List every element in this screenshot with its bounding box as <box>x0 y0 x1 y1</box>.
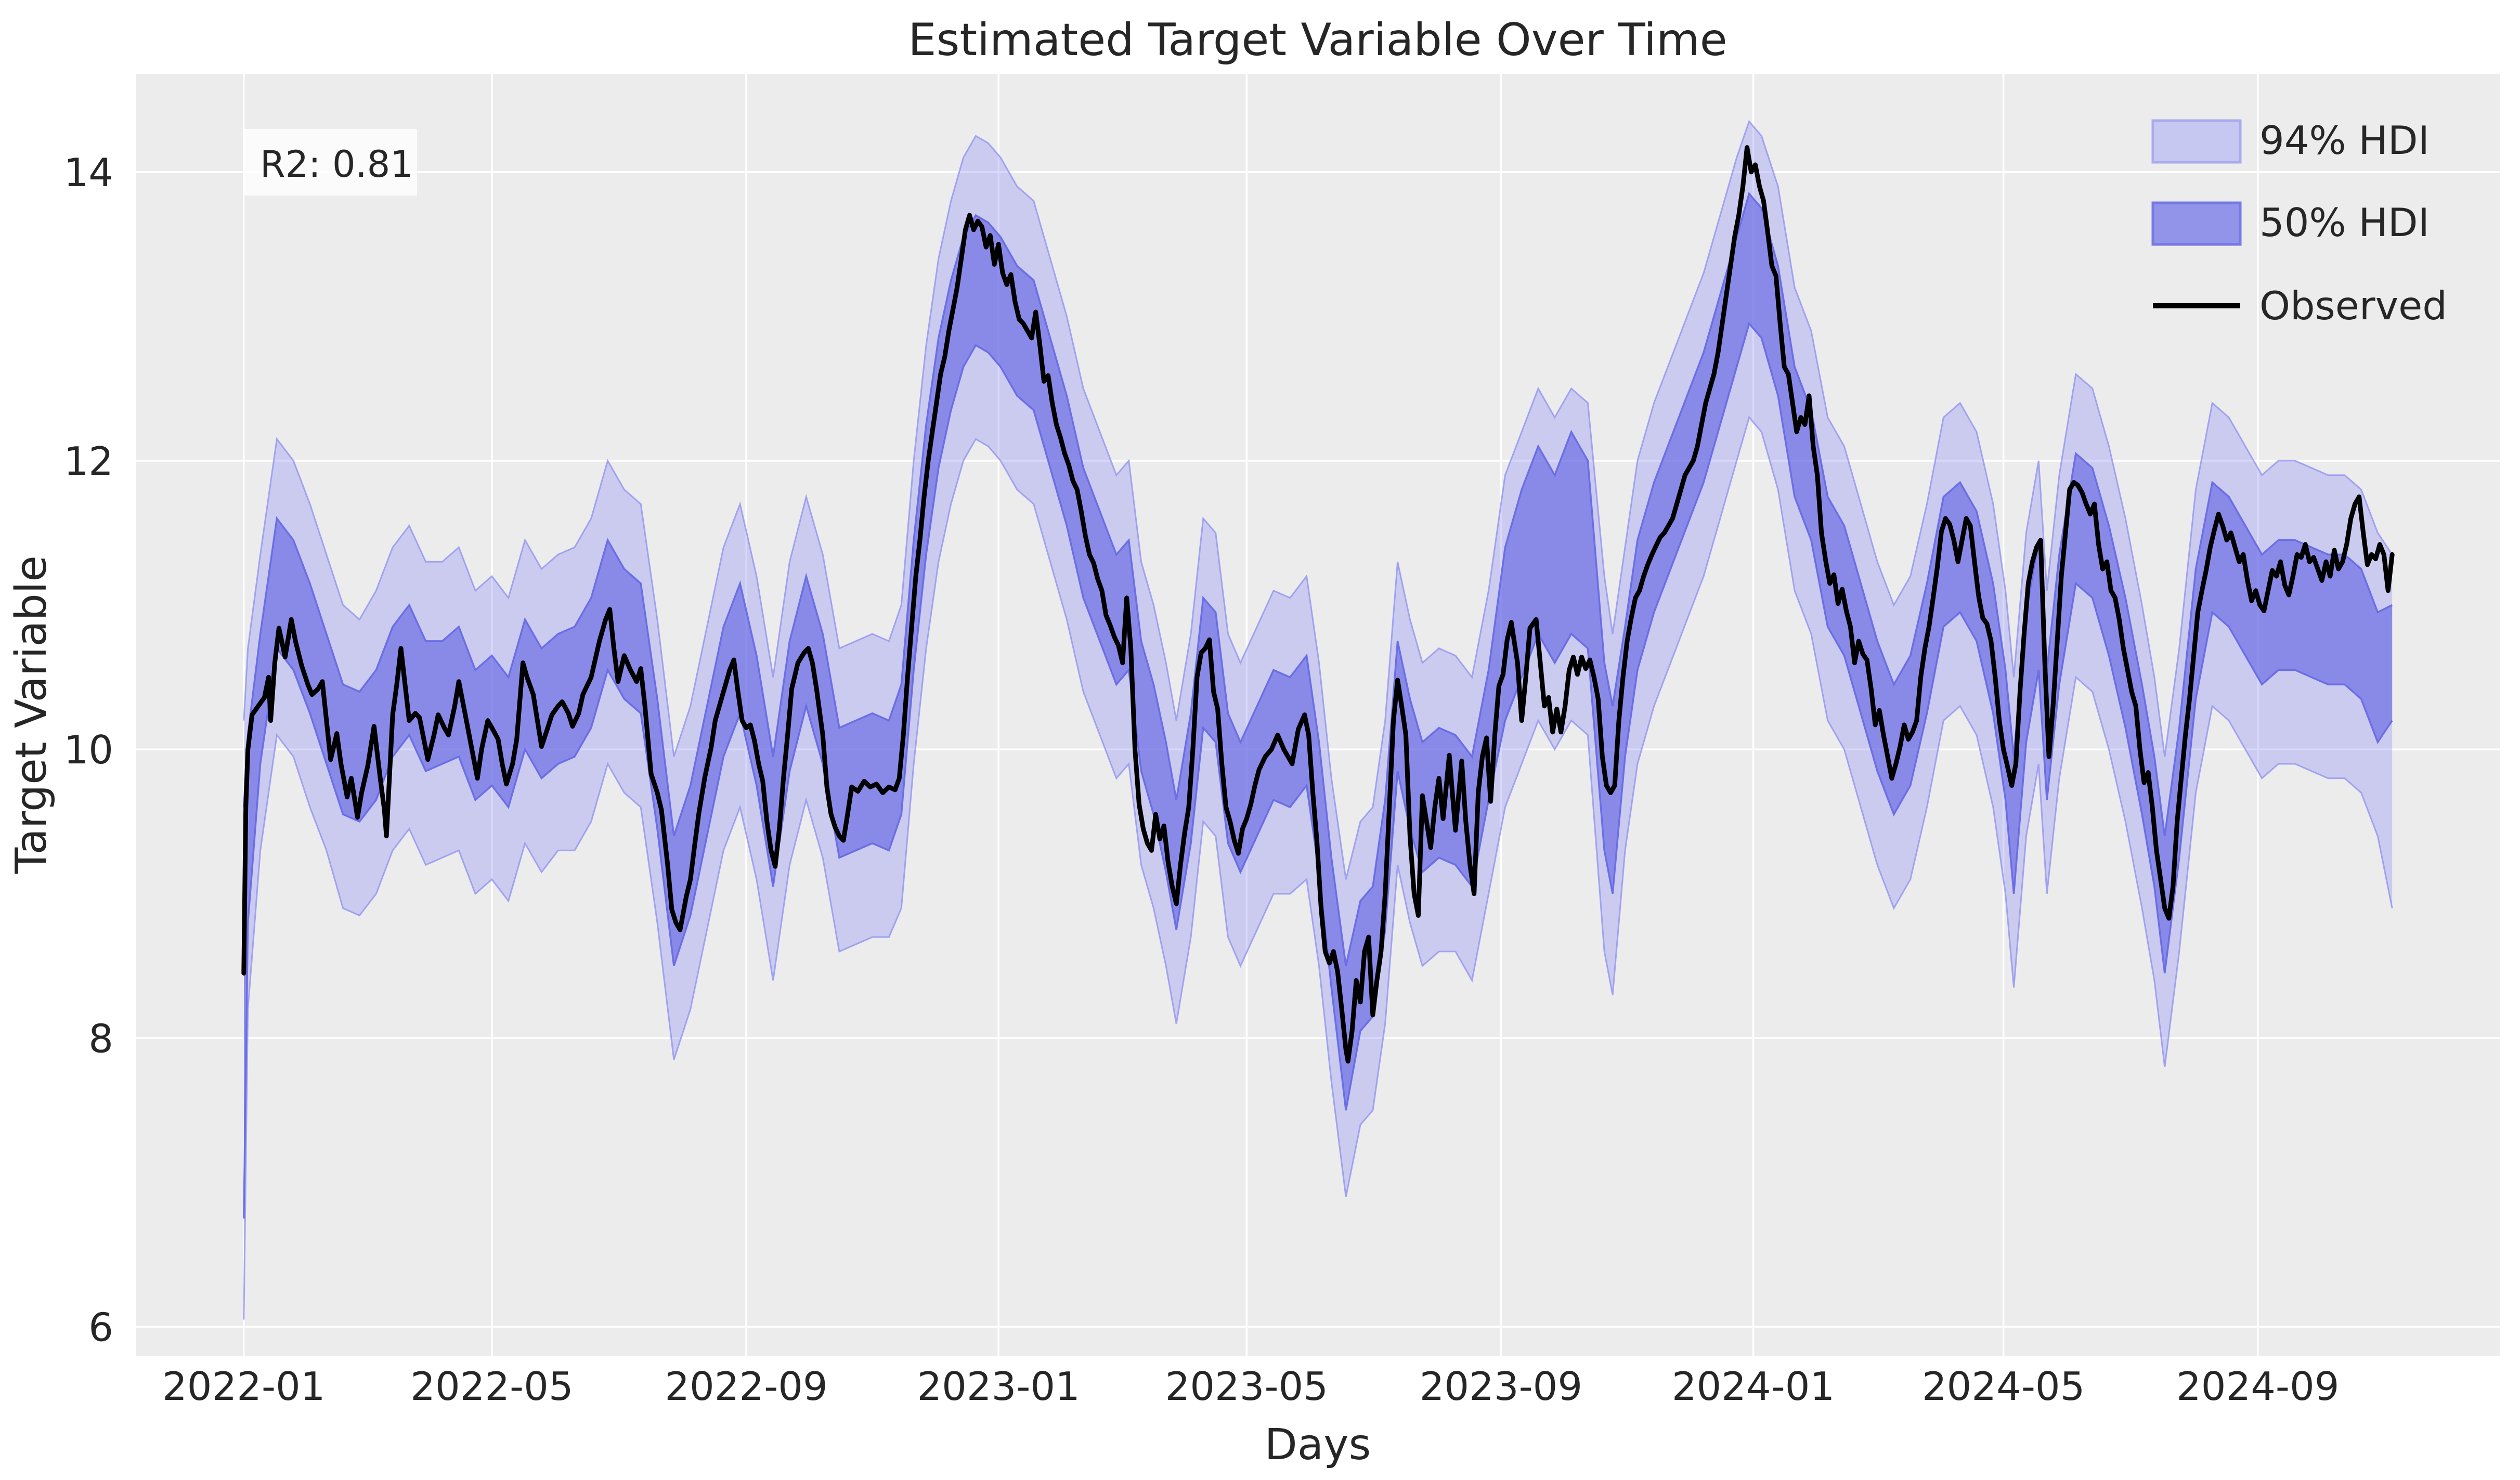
x-tick-label: 2023-05 <box>1165 1364 1328 1409</box>
x-tick-label: 2024-01 <box>1672 1364 1835 1409</box>
x-tick-label: 2022-01 <box>162 1364 325 1409</box>
legend-swatch-94-hdi-icon <box>2151 119 2242 164</box>
x-axis-tick-labels: 2022-01 2022-05 2022-09 2023-01 2023-05 2023-… <box>162 1364 2339 1409</box>
chart-title: Estimated Target Variable Over Time <box>908 14 1727 66</box>
y-tick-label: 12 <box>64 438 113 484</box>
hdi94-band <box>243 121 2393 1320</box>
r2-annotation-text: R2: 0.81 <box>260 143 413 186</box>
x-tick-label: 2023-01 <box>917 1364 1080 1409</box>
legend: 94% HDI 50% HDI Observed <box>2151 118 2447 329</box>
legend-item-50-hdi: 50% HDI <box>2151 200 2430 246</box>
legend-swatch-50-hdi-icon <box>2151 201 2242 246</box>
x-tick-label: 2024-05 <box>1922 1364 2085 1409</box>
x-tick-label: 2022-05 <box>410 1364 573 1409</box>
hdi50-upper-edge <box>243 191 2393 966</box>
legend-label-50-hdi: 50% HDI <box>2259 200 2430 245</box>
x-tick-label: 2023-09 <box>1420 1364 1582 1409</box>
hdi94-upper-edge <box>243 120 2393 880</box>
legend-label-observed: Observed <box>2259 283 2447 329</box>
legend-item-observed: Observed <box>2153 283 2447 329</box>
hdi94-lower-edge <box>243 416 2393 1320</box>
x-axis-label: Days <box>1265 1420 1371 1470</box>
y-axis-tick-labels: 6 8 10 12 14 <box>64 150 113 1351</box>
y-tick-label: 10 <box>64 727 113 773</box>
y-tick-label: 8 <box>88 1016 113 1061</box>
observed-line <box>241 145 2395 1064</box>
legend-item-94-hdi: 94% HDI <box>2151 118 2430 164</box>
y-tick-label: 6 <box>88 1304 113 1350</box>
r2-annotation: R2: 0.81 <box>244 129 417 196</box>
y-tick-label: 14 <box>64 150 113 196</box>
x-tick-label: 2022-09 <box>665 1364 827 1409</box>
y-axis-label: Target Variable <box>7 555 56 874</box>
legend-label-94-hdi: 94% HDI <box>2259 118 2430 163</box>
x-tick-label: 2024-09 <box>2176 1364 2339 1409</box>
r2-annotation-box <box>244 129 417 196</box>
